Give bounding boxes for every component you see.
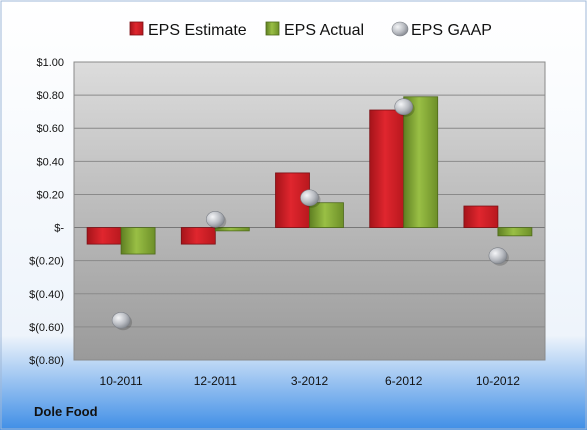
y-tick-label: $(0.20) bbox=[29, 256, 64, 268]
plot-frame bbox=[73, 61, 546, 361]
marker-eps-gaap bbox=[300, 189, 319, 207]
bar-eps-actual bbox=[120, 227, 156, 255]
y-tick-label: $0.20 bbox=[36, 189, 64, 201]
y-tick-label: $- bbox=[54, 223, 64, 235]
bar-eps-actual bbox=[309, 202, 344, 228]
legend-swatch bbox=[129, 21, 144, 36]
bar-eps-actual bbox=[403, 96, 439, 228]
x-category-label: 3-2012 bbox=[291, 374, 329, 388]
legend: EPS Estimate EPS Actual EPS GAAP bbox=[129, 21, 492, 39]
legend-label: EPS Estimate bbox=[148, 22, 247, 39]
y-tick-label: $0.80 bbox=[36, 90, 64, 102]
plot-area: $1.00 $0.80 $0.60 $0.40 $0.20 $- $(0.20) $(0.40… bbox=[29, 57, 546, 388]
marker-eps-gaap bbox=[488, 247, 508, 264]
bar-eps-estimate bbox=[463, 205, 499, 228]
bar-eps-estimate bbox=[86, 227, 122, 245]
legend-swatch bbox=[391, 21, 409, 37]
y-tick-label: $(0.80) bbox=[29, 355, 64, 367]
marker-eps-gaap bbox=[394, 98, 414, 115]
legend-swatch bbox=[265, 21, 280, 36]
x-category-label: 12-2011 bbox=[194, 374, 237, 388]
y-tick-label: $1.00 bbox=[36, 57, 64, 69]
x-category-label: 6-2012 bbox=[385, 374, 423, 388]
x-category-label: 10-2011 bbox=[100, 374, 143, 388]
company-name: Dole Food bbox=[34, 404, 98, 419]
y-tick-label: $(0.60) bbox=[29, 322, 64, 334]
x-category-label: 10-2012 bbox=[476, 374, 520, 388]
legend-label: EPS GAAP bbox=[411, 22, 492, 39]
marker-eps-gaap bbox=[111, 311, 131, 329]
bar-eps-actual bbox=[214, 227, 250, 232]
y-tick-label: $(0.40) bbox=[29, 289, 64, 301]
y-tick-label: $0.40 bbox=[36, 156, 64, 168]
legend-label: EPS Actual bbox=[284, 22, 364, 39]
bar-eps-estimate bbox=[180, 227, 216, 245]
bar-eps-estimate bbox=[369, 109, 405, 228]
marker-eps-gaap bbox=[206, 210, 225, 228]
bar-eps-actual bbox=[497, 227, 533, 237]
y-tick-label: $0.60 bbox=[36, 123, 64, 135]
